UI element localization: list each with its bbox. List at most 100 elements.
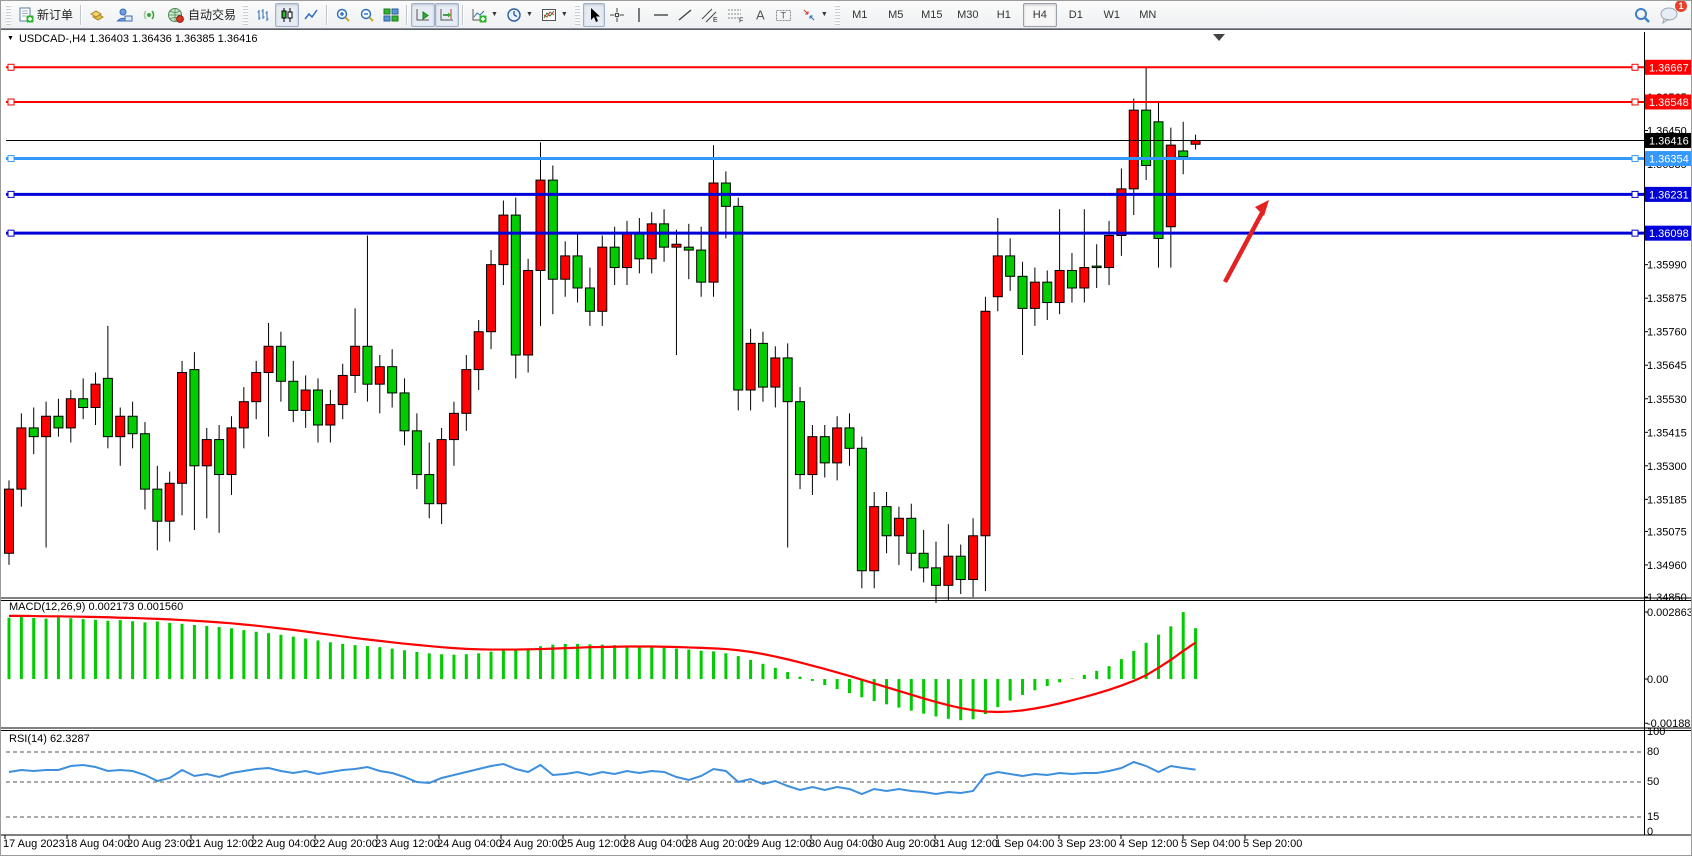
trend-arrow[interactable] [1223, 209, 1265, 284]
candle-body [819, 436, 830, 464]
timeframe-M15[interactable]: M15 [921, 8, 943, 21]
crosshair-tool-button[interactable] [605, 3, 629, 27]
timeframe-M1[interactable]: M1 [852, 8, 868, 21]
collapse-triangle-icon[interactable]: ▼ [7, 35, 14, 42]
timeframe-W1[interactable]: W1 [1103, 8, 1121, 21]
candle-body [374, 366, 385, 385]
date-label: 21 Aug 12:00 [189, 838, 254, 850]
zoom-out-button[interactable] [355, 3, 379, 27]
chart-shift-marker[interactable] [1213, 34, 1225, 41]
candle-body [424, 474, 435, 505]
price-tick-label: 1.34850 [1647, 592, 1687, 604]
line-chart-button[interactable] [299, 3, 323, 27]
timeframe-M5[interactable]: M5 [888, 8, 904, 21]
line-handle[interactable] [1631, 190, 1639, 198]
zoom-in-button[interactable] [331, 3, 355, 27]
templates-button[interactable]: ▼ [537, 3, 572, 27]
auto-scroll-button[interactable] [411, 2, 436, 27]
candlestick-chart-icon [279, 7, 295, 23]
chat-button[interactable]: 1 [1655, 1, 1687, 27]
svg-text:F: F [739, 17, 743, 23]
macd-tick-label: 0.00 [1647, 674, 1668, 686]
periods-button[interactable]: ▼ [502, 3, 537, 27]
arrows-tool-button[interactable]: ▼ [797, 3, 832, 27]
timeframe-D1[interactable]: D1 [1068, 8, 1083, 21]
signals-button[interactable] [137, 3, 163, 27]
cursor-tool-button[interactable] [582, 2, 605, 27]
line-handle[interactable] [7, 229, 15, 237]
fibonacci-icon: F [727, 7, 745, 23]
price-tick-label: 1.35075 [1647, 526, 1687, 538]
macd-signal-line [9, 614, 1197, 714]
indicators-icon [471, 7, 487, 23]
price-badge [1645, 59, 1691, 75]
date-label: 23 Aug 12:00 [375, 838, 440, 850]
candle-body [547, 179, 558, 280]
new-order-button[interactable]: 新订单 [14, 3, 77, 27]
accounts-button[interactable] [111, 3, 137, 27]
toolbar-grip[interactable] [6, 4, 11, 25]
timeframe-MN[interactable]: MN [1139, 8, 1157, 21]
candle-body [535, 179, 546, 271]
candle-body [893, 517, 904, 537]
timeframe-M30[interactable]: M30 [957, 8, 979, 21]
text-label-tool-button[interactable]: T [771, 3, 797, 27]
fibonacci-tool-button[interactable]: F [723, 3, 749, 27]
price-badge [1645, 151, 1691, 167]
autotrade-button[interactable]: 自动交易 [163, 3, 240, 27]
line-handle[interactable] [1631, 229, 1639, 237]
timeframe-H1[interactable]: H1 [996, 8, 1011, 21]
line-handle[interactable] [7, 155, 15, 163]
toolbar-grip[interactable] [834, 4, 840, 25]
candle-body [745, 342, 756, 391]
candle-body [807, 436, 818, 476]
line-handle[interactable] [1631, 63, 1639, 71]
line-handle[interactable] [7, 98, 15, 106]
chart-canvas[interactable]: 1.365651.364501.363351.362201.361051.359… [1, 30, 1692, 856]
indicators-button[interactable]: ▼ [467, 3, 502, 27]
candle-body [28, 427, 39, 438]
line-handle[interactable] [7, 63, 15, 71]
arrows-tool-icon [801, 7, 817, 23]
main-toolbar: 新订单 自动交易 ▼ ▼ ▼ E F A T [1, 1, 1691, 29]
rsi-level-label: 100 [1647, 726, 1665, 738]
candle-body [1116, 188, 1127, 236]
market-watch-button[interactable] [85, 3, 111, 27]
trendline-tool-button[interactable] [673, 3, 697, 27]
line-handle[interactable] [7, 190, 15, 198]
candle-body [362, 345, 373, 385]
candle-body [387, 366, 398, 394]
bar-chart-button[interactable] [251, 3, 275, 27]
vertical-line-tool-button[interactable] [629, 3, 649, 27]
tile-windows-button[interactable] [379, 3, 403, 27]
search-button[interactable] [1629, 3, 1655, 27]
text-tool-button[interactable]: A [749, 3, 771, 27]
toolbar-grip[interactable] [574, 4, 580, 25]
line-handle[interactable] [1631, 155, 1639, 163]
candle-body [1066, 269, 1077, 289]
channel-tool-button[interactable]: E [697, 3, 723, 27]
candle-body [325, 404, 336, 426]
candle-body [300, 389, 311, 411]
price-badge-label: 1.36416 [1649, 135, 1689, 147]
chart-shift-icon [439, 7, 455, 23]
horizontal-line-tool-button[interactable] [649, 3, 673, 27]
toolbar-separator [80, 4, 83, 25]
price-tick-label: 1.35530 [1647, 394, 1687, 406]
candle-body [226, 427, 237, 476]
chart-shift-button[interactable] [435, 2, 460, 27]
user-icon [115, 7, 133, 23]
search-icon [1633, 6, 1651, 24]
bar-chart-icon [255, 7, 271, 23]
candle-body [992, 255, 1003, 298]
candle-body [671, 243, 682, 248]
toolbar-grip[interactable] [243, 4, 249, 25]
candle-body [53, 415, 64, 429]
candlestick-chart-button[interactable] [275, 2, 300, 27]
candle-body [152, 488, 163, 522]
candle-body [263, 345, 274, 374]
timeframe-H4[interactable]: H4 [1022, 2, 1057, 27]
candle-body [683, 246, 694, 251]
line-handle[interactable] [1631, 98, 1639, 106]
trend-arrow-head[interactable] [1255, 200, 1269, 216]
